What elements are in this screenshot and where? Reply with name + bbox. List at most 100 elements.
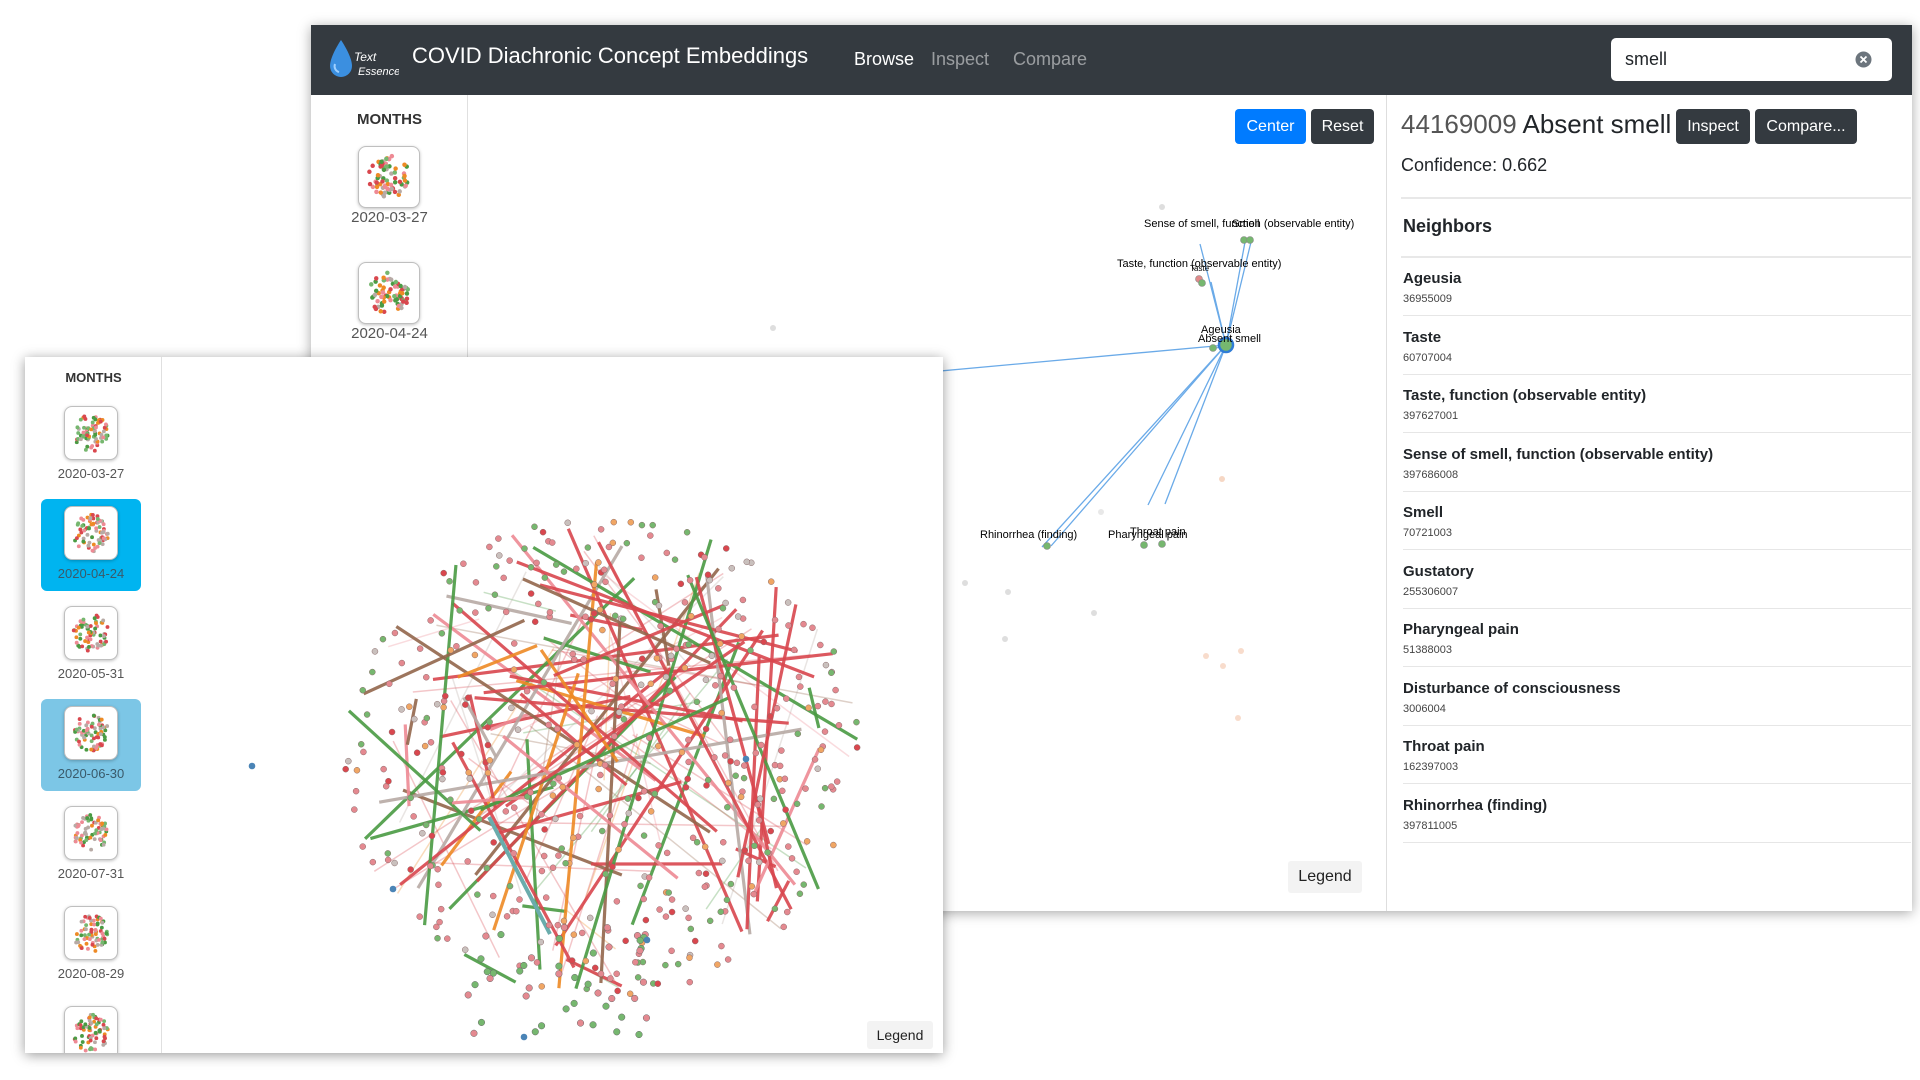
nav-compare[interactable]: Compare	[1013, 49, 1088, 69]
label-smell: Smell	[1232, 218, 1260, 230]
month-date: 2020-05-31	[57, 666, 125, 681]
months-heading: MONTHS	[357, 111, 422, 128]
month-item[interactable]: 2020-04-24	[41, 499, 141, 591]
search-box	[1611, 38, 1892, 81]
reset-button[interactable]: Reset	[1311, 109, 1374, 144]
neighbor-name: Ageusia	[1403, 270, 1462, 287]
neighbor-code: 70721003	[1403, 527, 1452, 539]
label-ageusia: Ageusia	[1201, 324, 1242, 336]
neighbor-item[interactable]: Smell 70721003	[1403, 492, 1911, 550]
nav-inspect[interactable]: Inspect	[931, 49, 990, 69]
neighbor-code: 3006004	[1403, 702, 1446, 715]
month-thumbnail	[358, 262, 420, 324]
neighbor-item[interactable]: Taste, function (observable entity) 39762…	[1403, 375, 1911, 433]
concept-points	[248, 518, 861, 1041]
embedding-thumbnail-image	[72, 1012, 110, 1053]
embedding-thumbnail-image	[71, 613, 110, 653]
label-taste-function: Taste, function (observable entity)	[1117, 258, 1281, 270]
neighbor-item[interactable]: Throat pain 162397003	[1403, 726, 1911, 784]
month-item[interactable]: 2020-05-31	[41, 599, 141, 691]
node-labels: Sense of smell, function (observable ent…	[980, 218, 1354, 541]
month-item[interactable]	[41, 999, 141, 1053]
inspect-button[interactable]: Inspect	[1676, 109, 1750, 144]
clear-search-icon[interactable]	[1855, 51, 1872, 68]
navbar: Text Essence COVID Diachronic Concept Em…	[311, 25, 1912, 95]
month-thumbnail	[64, 706, 118, 760]
nav-browse[interactable]: Browse	[854, 49, 915, 69]
months-sidebar: MONTHS 2020-03-27 2020-04-24 2020-05-31 202…	[25, 357, 162, 1053]
neighbor-name: Rhinorrhea (finding)	[1403, 796, 1548, 814]
embedding-thumbnail-image	[73, 512, 110, 554]
legend-button[interactable]: Legend	[867, 1021, 933, 1049]
month-thumbnail	[64, 606, 118, 660]
neighbor-item[interactable]: Pharyngeal pain 51388003	[1403, 609, 1911, 667]
month-comparison-window: MONTHS 2020-03-27 2020-04-24 2020-05-31 202…	[25, 357, 943, 1053]
neighbor-code: 36955009	[1403, 293, 1452, 305]
month-date: 2020-04-24	[351, 325, 428, 342]
month-item[interactable]: 2020-03-27	[331, 141, 448, 227]
neighbor-code: 51388003	[1403, 644, 1452, 656]
embedding-thumbnail-image	[74, 414, 110, 453]
months-heading: MONTHS	[65, 370, 122, 385]
month-thumbnail	[64, 406, 118, 460]
months-sidebar: MONTHS 2020-03-27 2020-04-24	[311, 95, 468, 911]
neighbor-code: 60707004	[1403, 351, 1452, 364]
neighbor-item[interactable]: Ageusia 36955009	[1403, 258, 1911, 316]
center-button[interactable]: Center	[1235, 109, 1306, 144]
month-item[interactable]: 2020-07-31	[41, 799, 141, 891]
embedding-scatter-graph[interactable]	[162, 357, 943, 1053]
month-thumbnail	[64, 906, 118, 960]
label-absent-smell: Absent smell	[1198, 333, 1261, 345]
month-date: 2020-06-30	[57, 766, 125, 781]
concept-id: 44169009	[1401, 109, 1517, 139]
divider	[1401, 197, 1911, 199]
neighbor-item[interactable]: Sense of smell, function (observable ent…	[1403, 434, 1911, 492]
embedding-graph-panel: Legend	[162, 357, 943, 1053]
neighbor-name: Disturbance of consciousness	[1403, 679, 1621, 697]
confidence-label: Confidence:	[1401, 155, 1498, 175]
neighbor-name: Taste, function (observable entity)	[1403, 387, 1647, 404]
neighbor-code: 397686008	[1403, 468, 1459, 481]
neighbor-name: Throat pain	[1403, 738, 1485, 755]
month-date: 2020-04-24	[57, 566, 125, 581]
embedding-thumbnail-image	[73, 813, 109, 852]
neighbor-code: 397811005	[1403, 819, 1458, 832]
search-input[interactable]	[1611, 38, 1851, 81]
app-title: COVID Diachronic Concept Embeddings	[412, 43, 809, 68]
month-item[interactable]: 2020-03-27	[41, 399, 141, 491]
label-taste: Taste	[1190, 264, 1210, 273]
legend-button[interactable]: Legend	[1288, 861, 1362, 893]
neighbor-item[interactable]: Disturbance of consciousness 3006004	[1403, 668, 1911, 726]
embedding-thumbnail-image	[367, 153, 410, 199]
embedding-thumbnail-image	[74, 914, 110, 953]
month-date: 2020-03-27	[57, 466, 125, 481]
confidence: Confidence: 0.662	[1401, 155, 1547, 176]
month-date: 2020-07-31	[57, 866, 125, 881]
neighbor-name: Sense of smell, function (observable ent…	[1403, 445, 1714, 463]
month-thumbnail	[64, 806, 118, 860]
neighbor-name: Taste	[1403, 328, 1442, 346]
month-item[interactable]: 2020-08-29	[41, 899, 141, 991]
month-item[interactable]: 2020-06-30	[41, 699, 141, 791]
concept-name: Absent smell	[1522, 109, 1672, 139]
neighbor-name: Gustatory	[1403, 562, 1474, 580]
text-essence-logo[interactable]: Text Essence	[327, 36, 399, 86]
neighbor-item[interactable]: Rhinorrhea (finding) 397811005	[1403, 785, 1911, 843]
month-date: 2020-03-27	[351, 209, 428, 226]
neighbor-code: 397627001	[1403, 410, 1459, 422]
compare-button[interactable]: Compare...	[1755, 109, 1857, 144]
water-drop-icon	[330, 40, 352, 77]
neighbor-item[interactable]: Gustatory 255306007	[1403, 551, 1911, 609]
embedding-thumbnail-image	[369, 270, 411, 315]
logo-text-line1: Text	[354, 50, 377, 64]
neighbor-code: 162397003	[1403, 761, 1459, 773]
logo-text-line2: Essence	[358, 66, 399, 78]
label-rhinorrhea: Rhinorrhea (finding)	[980, 529, 1077, 541]
month-item[interactable]: 2020-04-24	[331, 257, 448, 343]
neighbor-item[interactable]: Taste 60707004	[1403, 317, 1911, 375]
month-date: 2020-08-29	[57, 966, 125, 981]
label-pharyngeal-pain: Pharyngeal pain	[1108, 529, 1188, 541]
neighbor-name: Smell	[1403, 504, 1444, 521]
concept-detail-panel: 44169009 Absent smell Inspect Compare...…	[1386, 95, 1912, 911]
